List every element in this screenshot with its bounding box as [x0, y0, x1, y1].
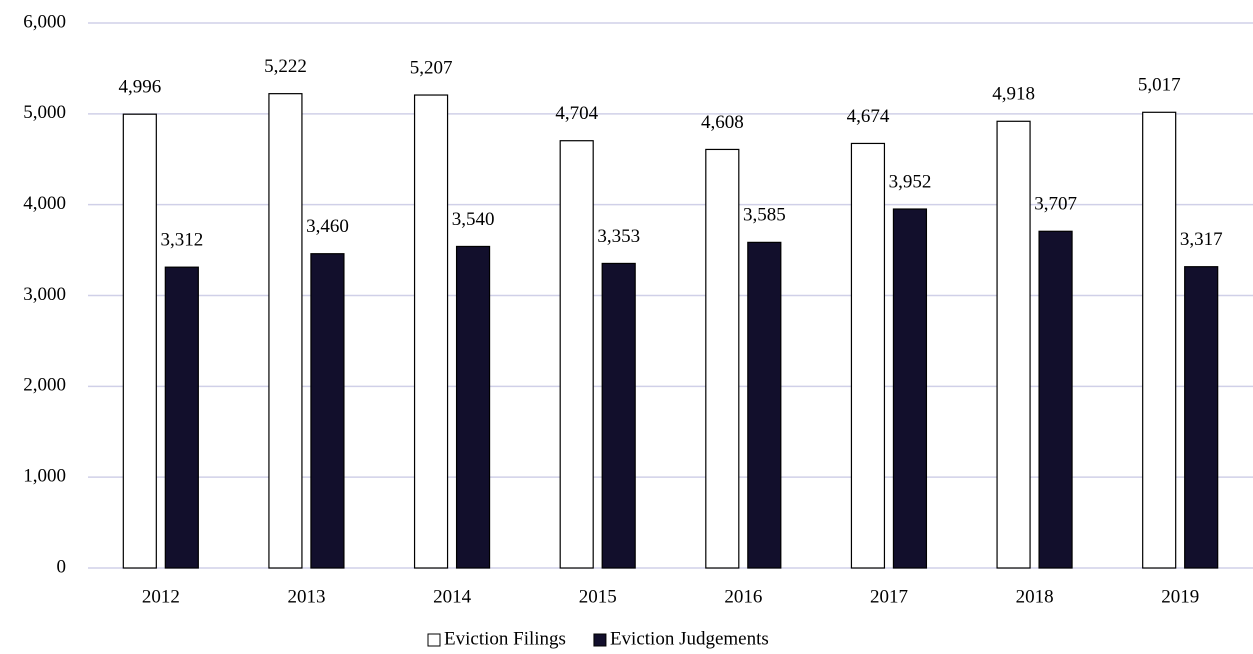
data-label: 4,918 [992, 84, 1035, 105]
x-tick-label: 2014 [433, 586, 472, 607]
data-label: 3,540 [452, 209, 495, 230]
y-tick-label: 4,000 [23, 193, 66, 214]
bar [1038, 230, 1073, 569]
data-label: 3,317 [1180, 229, 1223, 250]
legend-swatch [427, 633, 441, 647]
y-tick-label: 1,000 [23, 466, 66, 487]
legend-label: Eviction Filings [444, 628, 566, 649]
bar [413, 94, 449, 569]
data-label: 4,674 [847, 106, 890, 127]
data-label: 4,608 [701, 112, 744, 133]
y-tick-label: 0 [57, 556, 67, 577]
x-tick-label: 2016 [724, 586, 762, 607]
bar [164, 266, 199, 569]
bar [601, 262, 636, 569]
bar [268, 93, 303, 569]
x-tick-label: 2019 [1161, 586, 1199, 607]
data-label: 3,312 [160, 230, 203, 251]
x-tick-label: 2012 [142, 586, 180, 607]
data-label: 5,017 [1138, 75, 1181, 96]
bar [1184, 266, 1219, 569]
bar [559, 140, 594, 569]
data-label: 5,222 [264, 56, 307, 77]
bar [310, 253, 345, 569]
data-label: 5,207 [410, 57, 453, 78]
data-label: 4,704 [555, 103, 598, 124]
x-tick-label: 2018 [1016, 586, 1054, 607]
bar [892, 208, 928, 569]
bar [996, 120, 1031, 569]
y-tick-label: 5,000 [23, 102, 66, 123]
y-tick-label: 3,000 [23, 284, 66, 305]
legend-label: Eviction Judgements [610, 628, 769, 649]
bar [747, 241, 782, 569]
data-label: 3,460 [306, 216, 349, 237]
bar [1142, 111, 1177, 569]
data-label: 3,707 [1034, 194, 1077, 215]
x-tick-label: 2013 [287, 586, 325, 607]
bar [455, 245, 491, 569]
legend-swatch [593, 633, 607, 647]
x-tick-label: 2015 [579, 586, 617, 607]
x-tick-label: 2017 [870, 586, 908, 607]
bar [850, 142, 886, 569]
data-label: 3,353 [597, 226, 640, 247]
data-label: 3,585 [743, 205, 786, 226]
bar [705, 148, 740, 569]
bar [122, 113, 157, 569]
data-label: 3,952 [889, 171, 932, 192]
y-tick-label: 2,000 [23, 375, 66, 396]
data-label: 4,996 [118, 77, 161, 98]
y-tick-label: 6,000 [23, 11, 66, 32]
